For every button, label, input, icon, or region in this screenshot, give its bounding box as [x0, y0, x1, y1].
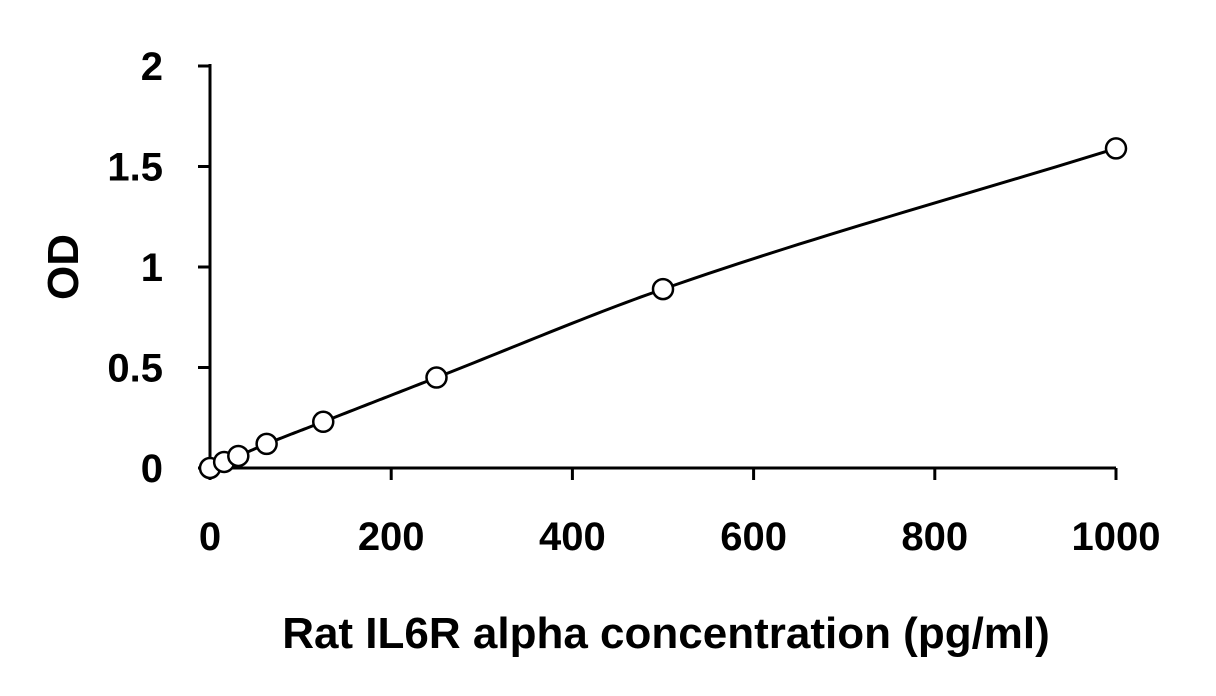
x-axis-title: Rat IL6R alpha concentration (pg/ml)	[282, 609, 1050, 658]
x-tick-label: 600	[720, 515, 787, 559]
data-point	[651, 277, 675, 301]
y-axis-title: OD	[39, 234, 88, 300]
data-point	[1104, 137, 1128, 160]
x-tick-label: 400	[539, 515, 606, 559]
y-axis-ticks: 0 0.5 1 1.5 2	[107, 45, 210, 491]
data-points	[198, 137, 1128, 480]
data-point	[227, 444, 250, 468]
x-tick-label: 200	[358, 515, 425, 559]
x-tick-label: 800	[901, 515, 968, 559]
x-tick-label: 1000	[1072, 515, 1161, 559]
x-axis-ticks: 0 200 400 600 800 1000	[199, 468, 1161, 559]
axes	[208, 64, 1116, 470]
data-point	[425, 366, 448, 389]
data-point	[312, 410, 335, 434]
y-tick-label: 0.5	[107, 347, 163, 391]
y-tick-label: 1	[141, 246, 163, 290]
y-tick-label: 1.5	[107, 146, 163, 190]
fit-curve	[209, 146, 1117, 470]
x-tick-label: 0	[199, 515, 221, 559]
data-point	[255, 432, 278, 456]
y-tick-label: 2	[141, 45, 163, 89]
y-tick-label: 0	[141, 447, 163, 491]
